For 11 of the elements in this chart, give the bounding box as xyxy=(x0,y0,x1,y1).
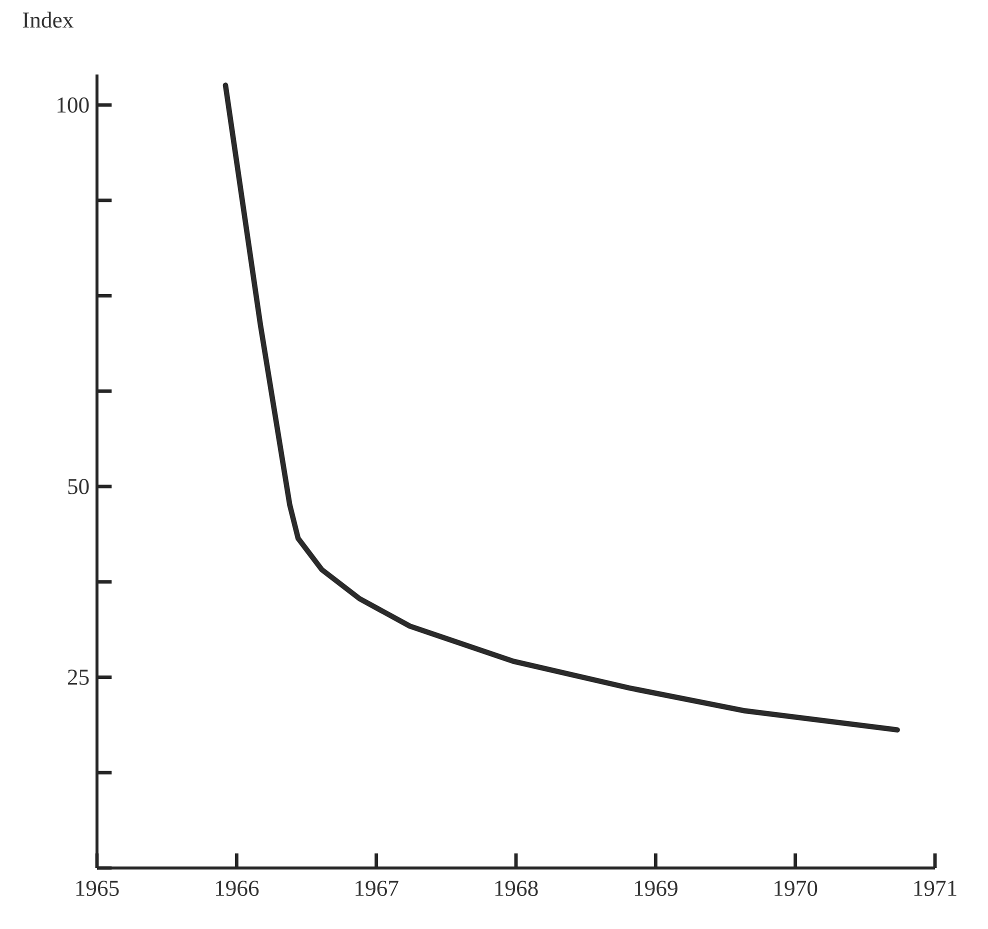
x-tick-label: 1971 xyxy=(914,880,956,896)
x-tick-label: 1967 xyxy=(356,880,398,896)
x-tick-label: 1966 xyxy=(216,880,259,896)
y-tick-label: 25 xyxy=(68,670,89,685)
x-tick-label: 1965 xyxy=(76,880,119,896)
y-tick-label: 100 xyxy=(58,97,89,113)
x-tick-label: 1969 xyxy=(634,880,678,896)
x-tick-label: 1968 xyxy=(495,880,538,896)
y-axis-title: Index xyxy=(22,12,74,28)
x-tick-label: 1970 xyxy=(774,880,818,896)
y-tick-label: 50 xyxy=(68,478,89,494)
